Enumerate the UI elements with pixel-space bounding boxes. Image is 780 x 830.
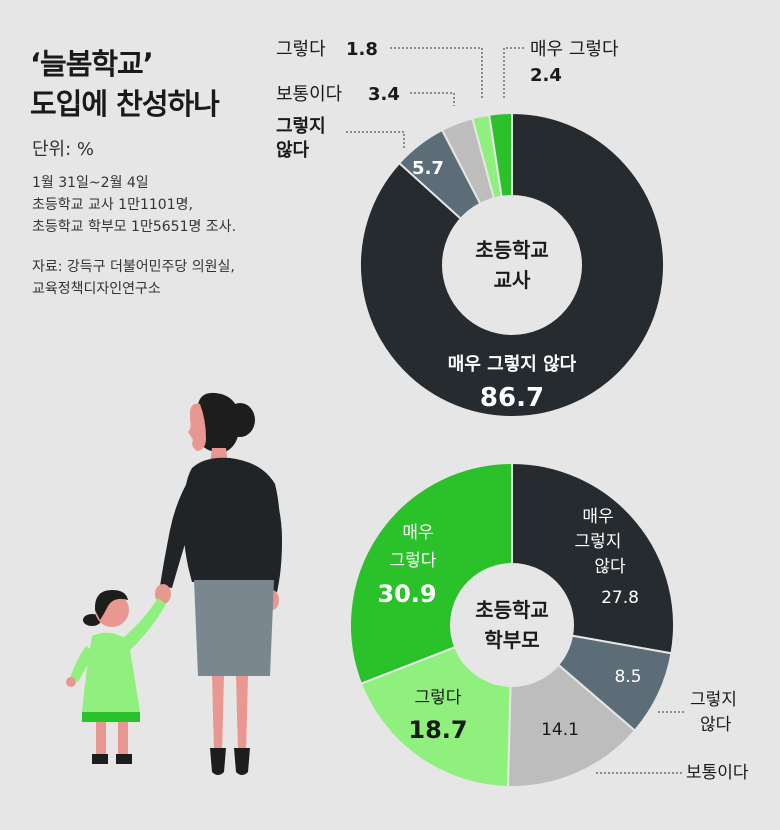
parent-very-disagree-value: 27.8 xyxy=(601,588,639,608)
teacher-neutral-name: 보통이다 xyxy=(276,84,343,105)
mother-figure xyxy=(155,392,282,775)
parent-disagree-name-2: 않다 xyxy=(700,715,732,735)
parent-very-disagree-name-2: 그렇지 xyxy=(575,532,622,552)
survey-parents: 초등학교 학부모 1만5651명 조사. xyxy=(32,219,237,235)
parent-very-disagree-name-1: 매우 xyxy=(582,507,613,527)
teacher-donut-hole xyxy=(442,195,582,335)
teacher-very-agree-value: 2.4 xyxy=(530,65,562,86)
parent-donut-chart: 초등학교 학부모 매우 그렇지 않다 27.8 8.5 14.1 그렇다 18.… xyxy=(349,461,749,788)
parent-disagree-name-1: 그렇지 xyxy=(690,690,737,710)
teacher-neutral-value: 3.4 xyxy=(368,84,400,105)
title-line-1: ‘늘봄학교’ xyxy=(30,47,154,81)
teacher-slice-0 xyxy=(359,111,665,418)
teacher-center-label-2: 교사 xyxy=(494,268,531,292)
teacher-very-disagree-value: 86.7 xyxy=(480,383,544,413)
teacher-very-agree-name: 매우 그렇다 xyxy=(530,39,619,60)
parent-very-agree-name-1: 매우 xyxy=(402,523,433,543)
parent-disagree-value: 8.5 xyxy=(614,667,641,687)
child-figure xyxy=(66,590,166,764)
parent-agree-name: 그렇다 xyxy=(415,688,462,708)
parent-very-disagree-name-3: 않다 xyxy=(594,557,626,577)
parent-donut-hole xyxy=(450,563,574,687)
parent-center-label-1: 초등학교 xyxy=(475,598,549,622)
parent-center-label-2: 학부모 xyxy=(484,628,539,652)
parent-agree-value: 18.7 xyxy=(408,716,467,744)
parent-very-agree-value: 30.9 xyxy=(377,580,436,608)
source-line-1: 자료: 강득구 더불어민주당 의원실, xyxy=(32,259,235,275)
teacher-agree-name: 그렇다 xyxy=(276,39,326,60)
source-line-2: 교육정책디자인연구소 xyxy=(32,281,161,297)
survey-period: 1월 31일~2월 4일 xyxy=(32,175,149,191)
teacher-agree-value: 1.8 xyxy=(346,39,378,60)
teacher-very-agree-leader xyxy=(503,47,524,98)
teacher-agree-leader xyxy=(390,47,483,98)
unit-label: 단위: % xyxy=(32,139,95,160)
parent-neutral-name: 보통이다 xyxy=(686,763,749,783)
source-info: 자료: 강득구 더불어민주당 의원실, 교육정책디자인연구소 xyxy=(32,256,235,300)
survey-info: 1월 31일~2월 4일 초등학교 교사 1만1101명, 초등학교 학부모 1… xyxy=(32,172,236,238)
teacher-donut-chart: 초등학교 교사 매우 그렇지 않다 86.7 5.7 그렇지 않다 보통이다 3… xyxy=(276,39,665,418)
title-line-2: 도입에 찬성하나 xyxy=(30,87,220,121)
teacher-very-disagree-label: 매우 그렇지 않다 xyxy=(448,354,577,375)
mother-and-child-illustration xyxy=(66,392,282,775)
parent-neutral-value: 14.1 xyxy=(541,720,579,740)
teacher-disagree-leader xyxy=(346,131,405,150)
survey-teachers: 초등학교 교사 1만1101명, xyxy=(32,197,193,213)
teacher-neutral-leader xyxy=(410,92,455,106)
teacher-disagree-name-1: 그렇지 xyxy=(276,116,326,137)
teacher-center-label-1: 초등학교 xyxy=(475,238,549,262)
parent-very-agree-name-2: 그렇다 xyxy=(390,551,437,571)
teacher-disagree-name-2: 않다 xyxy=(276,140,310,161)
teacher-disagree-value: 5.7 xyxy=(412,158,444,179)
page-title: ‘늘봄학교’ 도입에 찬성하나 xyxy=(30,44,220,124)
